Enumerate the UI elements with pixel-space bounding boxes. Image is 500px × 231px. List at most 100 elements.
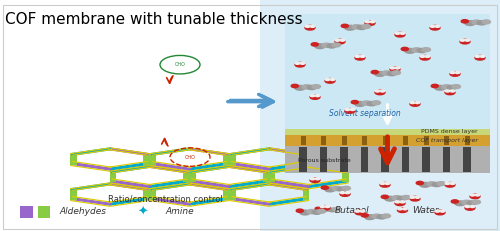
Circle shape (390, 67, 395, 69)
Polygon shape (267, 149, 307, 156)
Circle shape (415, 196, 420, 198)
FancyBboxPatch shape (342, 136, 346, 145)
FancyBboxPatch shape (285, 134, 490, 219)
Polygon shape (110, 179, 152, 188)
Circle shape (461, 20, 468, 23)
Circle shape (420, 55, 430, 60)
Polygon shape (188, 161, 228, 168)
Circle shape (350, 109, 355, 111)
Circle shape (312, 210, 321, 214)
Polygon shape (269, 182, 308, 189)
Polygon shape (267, 196, 307, 203)
Circle shape (375, 90, 380, 92)
Polygon shape (188, 182, 230, 191)
Circle shape (360, 55, 365, 58)
Circle shape (307, 85, 316, 90)
Polygon shape (307, 178, 346, 185)
Circle shape (475, 55, 480, 58)
Circle shape (380, 182, 385, 184)
Polygon shape (150, 182, 190, 189)
Polygon shape (183, 171, 190, 182)
Polygon shape (230, 182, 271, 191)
Circle shape (431, 84, 438, 88)
Circle shape (325, 206, 330, 207)
Circle shape (360, 210, 365, 212)
Polygon shape (269, 147, 309, 154)
Circle shape (460, 39, 470, 44)
Polygon shape (108, 196, 148, 203)
FancyBboxPatch shape (444, 136, 449, 145)
FancyBboxPatch shape (285, 129, 490, 135)
Polygon shape (271, 178, 310, 185)
Circle shape (345, 191, 350, 194)
Circle shape (410, 102, 415, 103)
Polygon shape (70, 182, 110, 189)
Circle shape (375, 90, 385, 95)
Circle shape (302, 85, 311, 89)
Circle shape (445, 182, 455, 187)
Circle shape (345, 109, 350, 111)
Circle shape (310, 95, 320, 99)
Circle shape (337, 187, 346, 191)
Circle shape (452, 85, 460, 88)
Polygon shape (192, 167, 231, 173)
FancyBboxPatch shape (422, 147, 430, 172)
Circle shape (405, 49, 415, 53)
Circle shape (307, 210, 316, 214)
Circle shape (340, 191, 344, 194)
Polygon shape (72, 161, 112, 168)
Circle shape (437, 182, 446, 185)
Polygon shape (190, 165, 229, 172)
Circle shape (430, 25, 440, 30)
Circle shape (477, 21, 486, 25)
Circle shape (316, 178, 320, 180)
FancyBboxPatch shape (0, 0, 260, 231)
Polygon shape (112, 167, 152, 173)
FancyBboxPatch shape (402, 147, 409, 172)
Polygon shape (110, 171, 116, 182)
Circle shape (382, 214, 390, 218)
Circle shape (382, 71, 391, 75)
Circle shape (416, 181, 424, 185)
Circle shape (295, 62, 305, 67)
Polygon shape (188, 147, 230, 156)
Circle shape (395, 32, 400, 34)
Circle shape (355, 210, 365, 215)
Polygon shape (269, 182, 309, 189)
FancyBboxPatch shape (320, 147, 328, 172)
Polygon shape (150, 182, 192, 191)
Circle shape (390, 67, 400, 72)
Circle shape (412, 48, 421, 52)
Circle shape (410, 102, 420, 106)
Polygon shape (230, 200, 269, 207)
Text: Aldehydes: Aldehydes (59, 207, 106, 216)
FancyBboxPatch shape (362, 136, 367, 145)
Text: Water: Water (412, 206, 439, 215)
Polygon shape (308, 165, 348, 172)
Circle shape (355, 55, 365, 60)
Polygon shape (188, 196, 228, 203)
Circle shape (367, 102, 376, 106)
Polygon shape (110, 182, 150, 189)
Polygon shape (227, 178, 267, 185)
Circle shape (417, 49, 426, 53)
Circle shape (332, 43, 340, 47)
FancyBboxPatch shape (20, 206, 32, 218)
Circle shape (395, 201, 400, 203)
Polygon shape (190, 200, 230, 207)
Text: Porous substrate: Porous substrate (298, 158, 350, 163)
Polygon shape (269, 165, 309, 172)
Polygon shape (232, 196, 271, 203)
Polygon shape (72, 149, 112, 156)
Polygon shape (72, 196, 112, 203)
Circle shape (450, 72, 460, 76)
Circle shape (310, 25, 315, 27)
Circle shape (445, 90, 455, 95)
Circle shape (415, 102, 420, 103)
Polygon shape (190, 147, 230, 154)
Polygon shape (229, 182, 269, 189)
Circle shape (315, 207, 321, 210)
Circle shape (435, 85, 445, 90)
Polygon shape (269, 165, 310, 173)
Circle shape (472, 200, 480, 204)
